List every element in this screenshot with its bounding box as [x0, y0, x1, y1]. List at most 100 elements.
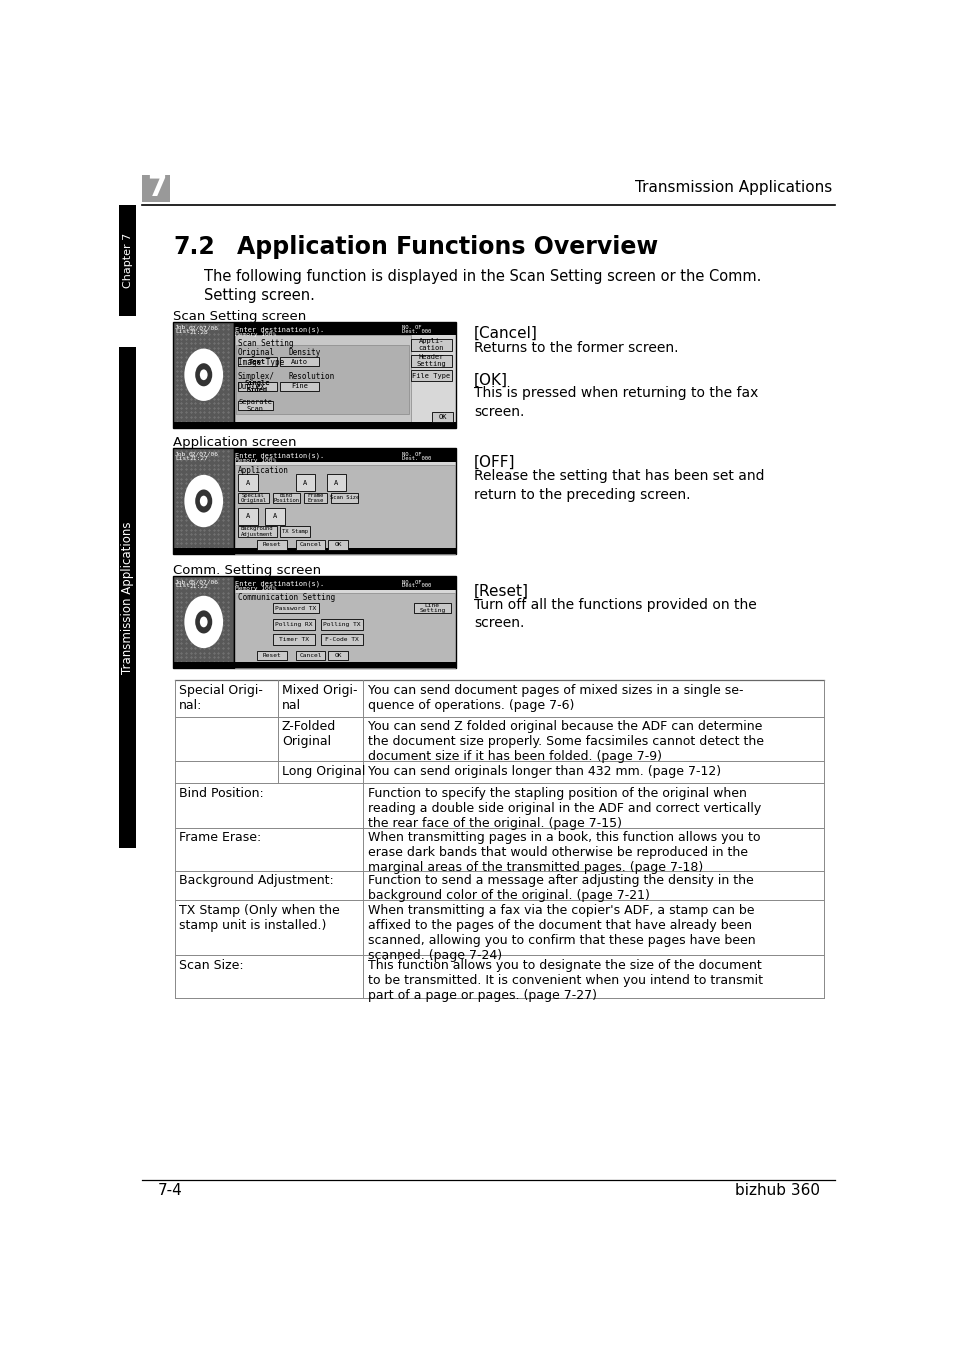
Text: Function to send a message after adjusting the density in the
background color o: Function to send a message after adjusti…	[368, 875, 753, 903]
Ellipse shape	[184, 475, 223, 527]
Text: Function to specify the stapling position of the original when
reading a double : Function to specify the stapling positio…	[368, 787, 760, 830]
Bar	[173, 422, 456, 427]
Text: Comm. Setting screen: Comm. Setting screen	[173, 564, 321, 577]
Text: Memory 100%: Memory 100%	[235, 458, 276, 462]
Text: Fine: Fine	[291, 384, 308, 389]
Text: Job: Job	[174, 452, 186, 457]
Ellipse shape	[184, 596, 223, 648]
Bar	[273, 634, 315, 645]
Bar	[119, 347, 136, 848]
Text: Password TX: Password TX	[275, 606, 316, 611]
Text: 05/07/06: 05/07/06	[189, 580, 219, 584]
Text: Auto: Auto	[291, 358, 308, 365]
Bar	[273, 492, 299, 503]
Text: When transmitting a fax via the copier's ADF, a stamp can be
affixed to the page: When transmitting a fax via the copier's…	[368, 903, 755, 961]
Bar	[280, 381, 319, 391]
Text: Reset: Reset	[262, 542, 281, 548]
Bar	[173, 662, 456, 668]
Text: 21:28: 21:28	[189, 330, 208, 335]
Bar	[273, 603, 319, 614]
Text: [Reset]: [Reset]	[474, 584, 529, 599]
Text: NO. OF: NO. OF	[402, 452, 421, 457]
Ellipse shape	[195, 364, 212, 387]
Text: A: A	[246, 514, 250, 519]
Text: OK: OK	[335, 653, 341, 658]
Text: Background Adjustment:: Background Adjustment:	[179, 875, 334, 887]
Bar	[273, 619, 315, 630]
Bar	[235, 592, 455, 668]
Text: Communication Setting: Communication Setting	[237, 594, 335, 603]
Ellipse shape	[199, 496, 208, 507]
Text: Frame Erase:: Frame Erase:	[179, 831, 261, 845]
Bar	[173, 322, 233, 427]
Bar	[257, 541, 286, 549]
Text: Dest. 000: Dest. 000	[402, 456, 431, 461]
Bar	[280, 357, 319, 366]
Text: Resolution: Resolution	[288, 372, 335, 381]
Text: File Type: File Type	[412, 373, 450, 379]
Text: Scan Size: Scan Size	[330, 495, 358, 500]
Bar	[280, 526, 310, 537]
Text: Background
Adjustment: Background Adjustment	[241, 526, 274, 537]
Text: Turn off all the functions provided on the
screen.: Turn off all the functions provided on t…	[474, 598, 756, 630]
Text: Polling RX: Polling RX	[275, 622, 313, 627]
Bar	[173, 448, 233, 554]
Bar	[257, 652, 286, 660]
Text: When transmitting pages in a book, this function allows you to
erase dark bands : When transmitting pages in a book, this …	[368, 831, 760, 875]
Text: A: A	[273, 514, 277, 519]
Text: Application: Application	[237, 465, 289, 475]
Text: This function allows you to designate the size of the document
to be transmitted: This function allows you to designate th…	[368, 959, 762, 1002]
Text: Bind Position:: Bind Position:	[179, 787, 263, 800]
Bar	[411, 338, 452, 352]
Text: A: A	[246, 480, 250, 485]
Text: Job: Job	[174, 580, 186, 584]
Text: Reset: Reset	[262, 653, 281, 658]
Text: Bind
Position: Bind Position	[273, 492, 299, 503]
Text: List: List	[174, 456, 190, 461]
Text: Job: Job	[174, 326, 186, 330]
Bar	[320, 634, 363, 645]
Text: Enter destination(s).: Enter destination(s).	[235, 326, 324, 333]
Bar	[233, 322, 456, 335]
Text: Appli-
cation: Appli- cation	[418, 338, 444, 352]
Bar	[142, 174, 171, 203]
Text: Long Original: Long Original	[282, 765, 365, 779]
Bar	[237, 402, 273, 410]
Text: NO. OF: NO. OF	[402, 580, 421, 584]
Text: Special
Original: Special Original	[240, 492, 266, 503]
Text: List: List	[174, 584, 190, 588]
Bar	[235, 335, 411, 426]
Text: Application Functions Overview: Application Functions Overview	[236, 235, 658, 258]
Bar	[328, 652, 348, 660]
Text: Returns to the former screen.: Returns to the former screen.	[474, 341, 678, 354]
Text: Cancel: Cancel	[299, 542, 321, 548]
Text: Release the setting that has been set and
return to the preceding screen.: Release the setting that has been set an…	[474, 469, 764, 502]
Text: F-Code TX: F-Code TX	[325, 637, 358, 642]
Bar	[173, 548, 456, 554]
Text: 21:27: 21:27	[189, 457, 208, 461]
Ellipse shape	[199, 369, 208, 380]
Bar	[295, 475, 314, 491]
Text: 7-4: 7-4	[158, 1183, 183, 1198]
Bar	[265, 508, 285, 525]
Text: This is pressed when returning to the fax
screen.: This is pressed when returning to the fa…	[474, 387, 758, 419]
Bar	[328, 541, 348, 549]
Bar	[173, 576, 233, 668]
Bar	[119, 204, 136, 316]
Bar	[295, 541, 325, 549]
Text: Line
Setting: Line Setting	[418, 603, 445, 614]
Bar	[233, 448, 456, 554]
Text: [Cancel]: [Cancel]	[474, 326, 537, 341]
Text: Separate
Scan: Separate Scan	[238, 399, 272, 412]
Ellipse shape	[195, 610, 212, 634]
Text: Timer TX: Timer TX	[278, 637, 309, 642]
Text: Dest. 000: Dest. 000	[402, 330, 431, 334]
Bar	[327, 475, 345, 491]
Text: TX Stamp (Only when the
stamp unit is installed.): TX Stamp (Only when the stamp unit is in…	[179, 903, 339, 932]
Bar	[414, 603, 451, 614]
Bar	[237, 357, 276, 366]
Text: Application screen: Application screen	[173, 437, 296, 449]
Text: [OFF]: [OFF]	[474, 454, 516, 470]
Text: Polling TX: Polling TX	[323, 622, 360, 627]
Text: OK: OK	[335, 542, 341, 548]
